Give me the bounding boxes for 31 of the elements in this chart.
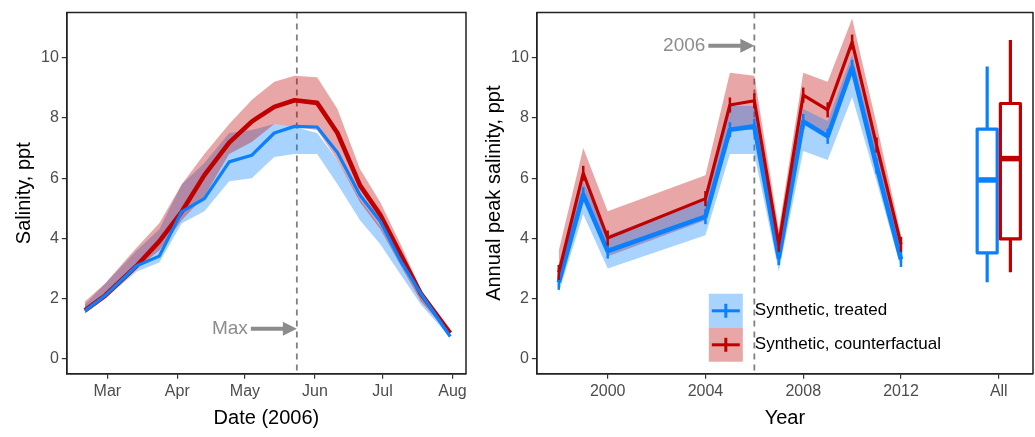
x-tick-label: 2000 <box>589 381 626 399</box>
x-tick-label: All <box>989 381 1008 399</box>
y-tick-label: 10 <box>41 48 59 66</box>
y-tick-label: 8 <box>49 108 59 126</box>
x-tick-label: Jul <box>372 381 393 399</box>
y-tick-label: 10 <box>511 48 529 66</box>
x-tick-label: Jun <box>301 381 328 399</box>
y-tick-label: 0 <box>519 349 529 367</box>
x-axis-title: Year <box>764 405 806 428</box>
y-tick-label: 4 <box>519 228 529 246</box>
legend-label: Synthetic, treated <box>754 300 888 320</box>
y-tick-label: 6 <box>519 168 529 186</box>
x-tick-label: 2004 <box>687 381 724 399</box>
y-tick-label: 2 <box>49 288 59 306</box>
x-axis-title: Date (2006) <box>213 405 320 428</box>
y-tick-label: 4 <box>49 228 59 246</box>
x-tick-label: 2012 <box>883 381 919 399</box>
annotation: Max <box>211 316 249 338</box>
y-axis-title: Annual peak salinity, ppt <box>481 85 504 301</box>
y-tick-label: 0 <box>49 349 59 367</box>
y-axis-title: Salinity, ppt <box>11 141 34 245</box>
x-tick-label: Apr <box>164 381 191 399</box>
annotation: 2006 <box>663 33 706 55</box>
x-tick-label: Mar <box>93 381 122 399</box>
x-tick-label: May <box>229 381 261 399</box>
legend-label: Synthetic, counterfactual <box>754 334 941 354</box>
y-tick-label: 8 <box>519 108 529 126</box>
y-tick-label: 2 <box>519 288 529 306</box>
y-tick-label: 6 <box>49 168 59 186</box>
x-tick-label: 2008 <box>785 381 822 399</box>
x-tick-label: Aug <box>438 381 467 399</box>
